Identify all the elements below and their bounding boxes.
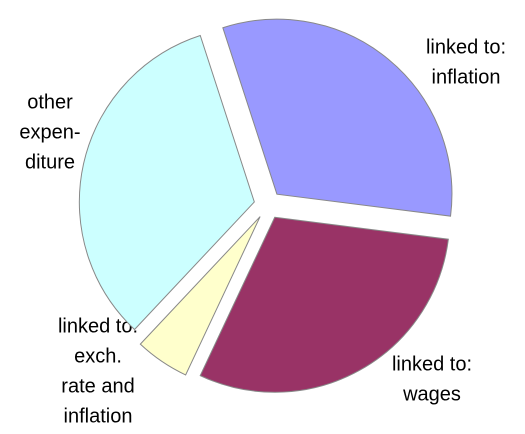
- slice-label: inflation: [432, 66, 501, 88]
- slice-label: expen-: [19, 121, 80, 143]
- slice-label: linked to:: [392, 353, 472, 375]
- slice-label: linked to:: [58, 315, 138, 337]
- slice-label: other: [27, 91, 73, 113]
- pie-slice: [139, 216, 261, 376]
- pie-slice: [199, 216, 449, 393]
- pie-slice: [222, 18, 453, 217]
- slice-label: diture: [25, 151, 75, 173]
- slice-label: rate and: [61, 375, 134, 397]
- slice-label: linked to:: [426, 36, 506, 58]
- slice-label: exch.: [74, 345, 122, 367]
- pie-slice: [78, 34, 255, 331]
- slice-label: wages: [402, 383, 461, 405]
- slice-label: inflation: [64, 405, 133, 427]
